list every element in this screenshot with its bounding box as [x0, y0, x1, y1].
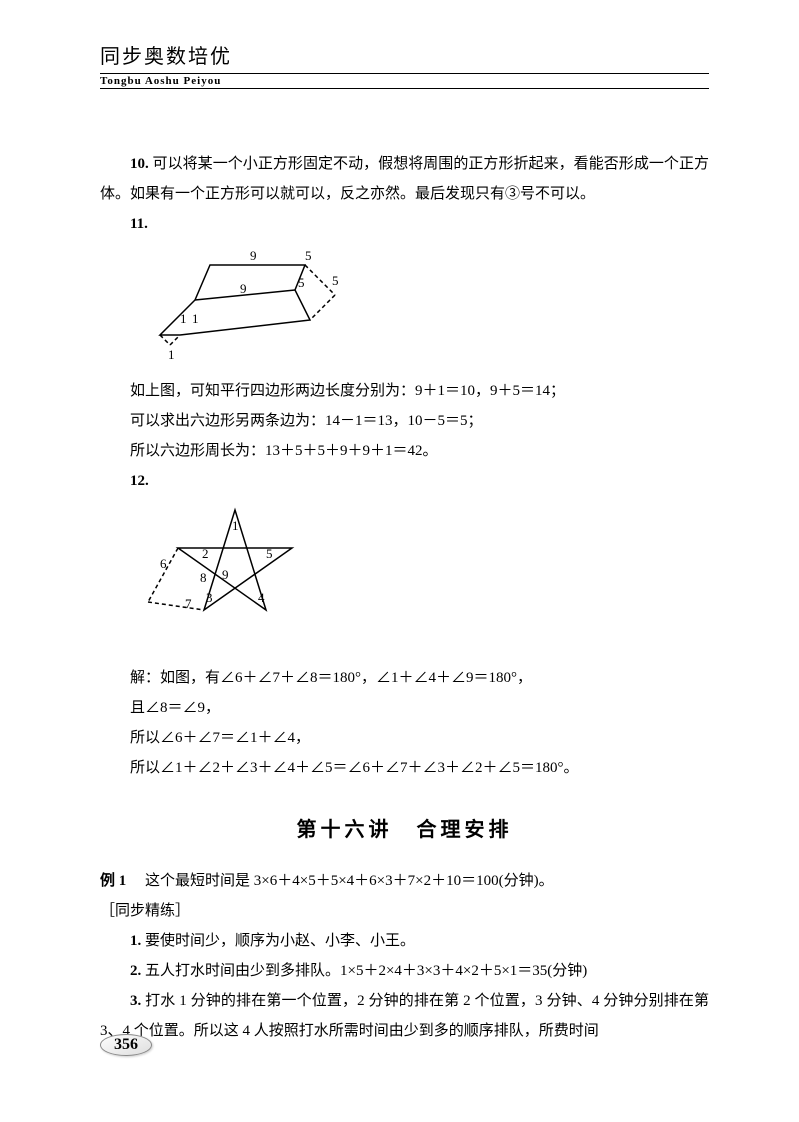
problem-11-label: 11. — [130, 216, 148, 232]
fig12-a3: 3 — [206, 590, 213, 605]
fig12-a2: 2 — [202, 546, 209, 561]
header-title: 同步奥数培优 — [100, 40, 709, 69]
hexagon-diagram: 9 5 5 5 9 1 1 1 — [140, 245, 370, 365]
p12-line1: 解：如图，有∠6＋∠7＋∠8＝180°，∠1＋∠4＋∠9＝180°， — [100, 663, 709, 693]
star-diagram: 1 2 5 3 4 6 7 8 9 — [140, 502, 330, 652]
figure-11: 9 5 5 5 9 1 1 1 — [140, 245, 709, 370]
page-number: 356 — [100, 1034, 152, 1056]
problem-12-label: 12. — [130, 473, 149, 489]
p12-line2: 且∠8＝∠9， — [100, 693, 709, 723]
practice-2-label: 2. — [130, 963, 141, 979]
fig12-a5: 5 — [266, 546, 273, 561]
example-1-label: 例 1 — [100, 873, 126, 889]
problem-10: 10. 可以将某一个小正方形固定不动，假想将周围的正方形折起来，看能否形成一个正… — [100, 149, 709, 209]
p12-line3: 所以∠6＋∠7＝∠1＋∠4， — [100, 723, 709, 753]
fig11-top-9: 9 — [250, 248, 257, 263]
practice-header: ［同步精练］ — [100, 896, 709, 926]
practice-3-text: 打水 1 分钟的排在第一个位置，2 分钟的排在第 2 个位置，3 分钟、4 分钟… — [100, 993, 709, 1039]
fig12-a9: 9 — [222, 567, 229, 582]
fig11-r5b: 5 — [332, 273, 339, 288]
fig11-top-5: 5 — [305, 248, 312, 263]
problem-11: 11. — [100, 209, 709, 239]
practice-3-label: 3. — [130, 993, 141, 1009]
fig12-a1: 1 — [232, 518, 239, 533]
page-number-value: 356 — [100, 1034, 152, 1056]
practice-2: 2. 五人打水时间由少到多排队。1×5＋2×4＋3×3＋4×2＋5×1＝35(分… — [100, 956, 709, 986]
problem-12: 12. — [100, 466, 709, 496]
practice-1-text: 要使时间少，顺序为小赵、小李、小王。 — [145, 933, 415, 949]
practice-1-label: 1. — [130, 933, 141, 949]
fig12-a8: 8 — [200, 570, 207, 585]
practice-2-text: 五人打水时间由少到多排队。1×5＋2×4＋3×3＋4×2＋5×1＝35(分钟) — [145, 963, 587, 979]
fig12-a6: 6 — [160, 556, 167, 571]
fig11-l9: 9 — [240, 281, 247, 296]
example-1-text: 这个最短时间是 3×6＋4×5＋5×4＋6×3＋7×2＋10＝100(分钟)。 — [145, 873, 554, 889]
p11-line3: 所以六边形周长为：13＋5＋5＋9＋9＋1＝42。 — [100, 436, 709, 466]
practice-1: 1. 要使时间少，顺序为小赵、小李、小王。 — [100, 926, 709, 956]
p12-line4: 所以∠1＋∠2＋∠3＋∠4＋∠5＝∠6＋∠7＋∠3＋∠2＋∠5＝180°。 — [100, 753, 709, 783]
practice-3: 3. 打水 1 分钟的排在第一个位置，2 分钟的排在第 2 个位置，3 分钟、4… — [100, 986, 709, 1046]
problem-10-text: 可以将某一个小正方形固定不动，假想将周围的正方形折起来，看能否形成一个正方体。如… — [100, 156, 709, 202]
p11-line2: 可以求出六边形另两条边为：14－1＝13，10－5＝5； — [100, 406, 709, 436]
fig12-a7: 7 — [185, 596, 192, 611]
fig12-a4: 4 — [258, 590, 265, 605]
fig11-l1a: 1 — [180, 311, 187, 326]
page: 同步奥数培优 Tongbu Aoshu Peiyou 10. 可以将某一个小正方… — [0, 0, 799, 1076]
section-title: 第十六讲 合理安排 — [100, 813, 709, 842]
p11-line1: 如上图，可知平行四边形两边长度分别为：9＋1＝10，9＋5＝14； — [100, 376, 709, 406]
fig11-r5a: 5 — [298, 275, 305, 290]
fig11-b1: 1 — [168, 347, 175, 362]
problem-10-label: 10. — [130, 156, 149, 172]
fig11-l1b: 1 — [192, 311, 199, 326]
example-1: 例 1 这个最短时间是 3×6＋4×5＋5×4＋6×3＋7×2＋10＝100(分… — [100, 866, 709, 896]
header-pinyin: Tongbu Aoshu Peiyou — [100, 73, 709, 89]
figure-12: 1 2 5 3 4 6 7 8 9 — [140, 502, 709, 657]
